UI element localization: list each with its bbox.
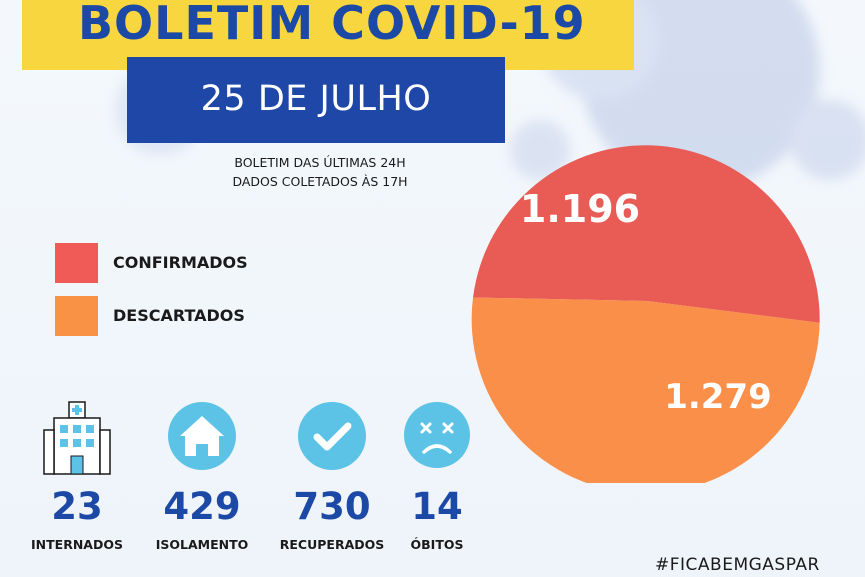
subtitle-line-2: DADOS COLETADOS ÀS 17H <box>232 174 408 189</box>
stat-label-recuperados: RECUPERADOS <box>279 537 385 552</box>
date-box: 25 DE JULHO <box>127 57 505 143</box>
stat-label-isolamento: ISOLAMENTO <box>155 537 249 552</box>
pie-slice-descartados <box>471 297 820 483</box>
legend-label-descartados: DESCARTADOS <box>113 306 245 325</box>
subtitle: BOLETIM DAS ÚLTIMAS 24H DADOS COLETADOS … <box>205 153 435 191</box>
stat-label-obitos: ÓBITOS <box>410 537 464 552</box>
report-date: 25 DE JULHO <box>200 79 432 119</box>
stat-value-recuperados: 730 <box>293 485 371 528</box>
legend-swatch-descartados <box>55 296 98 336</box>
page-title: BOLETIM COVID-19 <box>78 0 586 50</box>
pie-value-label-confirmados: 1.196 <box>520 187 640 231</box>
stat-value-obitos: 14 <box>411 485 463 528</box>
footer-hashtag: #FICABEMGASPAR <box>655 555 820 575</box>
legend-swatch-confirmados <box>55 243 98 283</box>
checkmark-icon <box>298 402 366 470</box>
stat-value-isolamento: 429 <box>163 485 241 528</box>
stat-label-internados: INTERNADOS <box>31 537 123 552</box>
pie-chart: 1.196 1.279 <box>471 145 820 483</box>
hospital-icon <box>43 401 111 475</box>
pie-slice-confirmados <box>473 145 820 323</box>
sad-face-icon <box>404 402 470 468</box>
stat-value-internados: 23 <box>51 485 103 528</box>
house-icon <box>168 402 236 470</box>
subtitle-line-1: BOLETIM DAS ÚLTIMAS 24H <box>234 155 406 170</box>
pie-value-label-descartados: 1.279 <box>664 377 772 417</box>
legend-label-confirmados: CONFIRMADOS <box>113 253 248 272</box>
